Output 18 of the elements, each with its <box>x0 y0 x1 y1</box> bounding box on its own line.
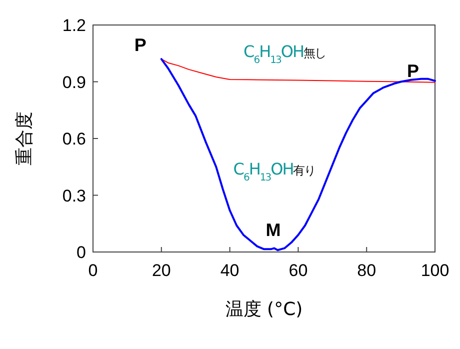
x-tick-label: 100 <box>420 261 450 280</box>
y-tick-label: 1.2 <box>62 16 86 35</box>
y-tick-label: 0 <box>76 243 86 262</box>
x-tick-label: 80 <box>357 261 376 280</box>
x-tick-label: 40 <box>220 261 240 280</box>
y-tick-label: 0.6 <box>62 130 86 148</box>
y-tick-label: 0.9 <box>62 72 86 92</box>
x-axis-title: 温度 (°C) <box>225 299 303 320</box>
annotation: P <box>134 35 146 56</box>
annotation: M <box>266 220 281 240</box>
annotation: P <box>407 60 420 81</box>
y-axis-title: 重合度 <box>14 112 35 166</box>
x-tick-label: 60 <box>288 261 308 280</box>
x-tick-label: 0 <box>88 261 98 280</box>
series-label: C$_{6}$H$_{13}$OH無し <box>244 42 326 66</box>
y-tick-label: 0.3 <box>62 186 86 206</box>
series-label: C$_{6}$H$_{13}$OH有り <box>233 159 316 183</box>
x-tick-label: 20 <box>152 261 171 280</box>
